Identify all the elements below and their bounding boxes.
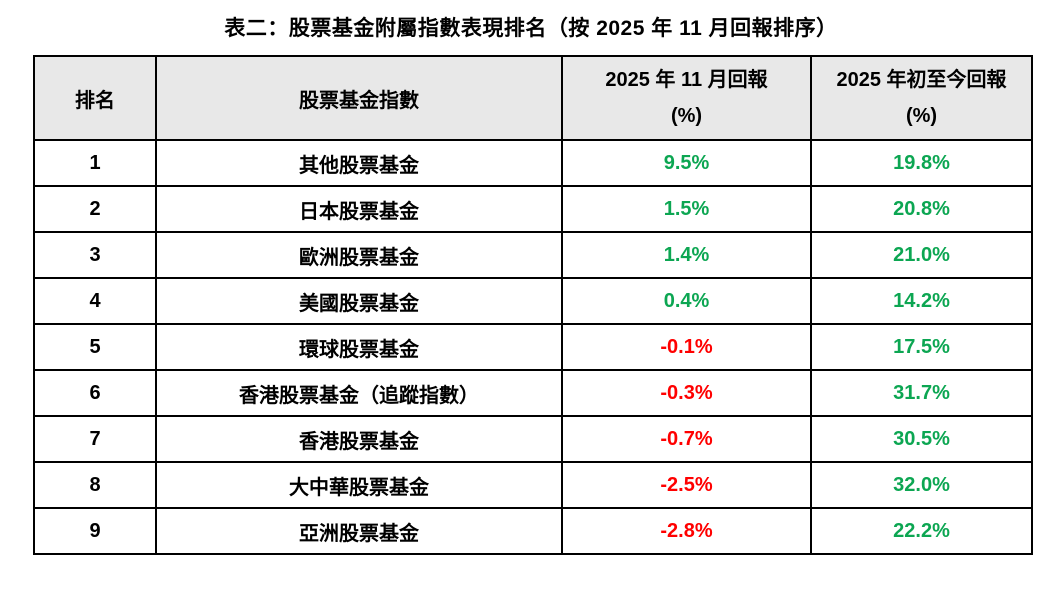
nov-return-cell: -0.1% — [561, 323, 812, 371]
ytd-return-cell: 21.0% — [810, 231, 1033, 279]
table-row: 1 其他股票基金 9.5% 19.8% — [33, 139, 1033, 187]
fund-name-cell: 美國股票基金 — [155, 277, 563, 325]
col-header-nov-return: 2025 年 11 月回報 (%) — [561, 55, 812, 141]
nov-return-cell: 9.5% — [561, 139, 812, 187]
rank-cell: 9 — [33, 507, 157, 555]
fund-index-table: 排名 股票基金指數 2025 年 11 月回報 (%) 2025 年初至今回報 … — [33, 55, 1033, 555]
table-row: 9 亞洲股票基金 -2.8% 22.2% — [33, 507, 1033, 555]
table-row: 6 香港股票基金（追蹤指數） -0.3% 31.7% — [33, 369, 1033, 417]
rank-cell: 6 — [33, 369, 157, 417]
ytd-return-cell: 20.8% — [810, 185, 1033, 233]
table-row: 7 香港股票基金 -0.7% 30.5% — [33, 415, 1033, 463]
ytd-return-cell: 32.0% — [810, 461, 1033, 509]
rank-cell: 1 — [33, 139, 157, 187]
ytd-return-cell: 17.5% — [810, 323, 1033, 371]
table-row: 8 大中華股票基金 -2.5% 32.0% — [33, 461, 1033, 509]
rank-cell: 5 — [33, 323, 157, 371]
ytd-return-cell: 19.8% — [810, 139, 1033, 187]
col-header-ytd-return-line2: (%) — [905, 105, 938, 127]
nov-return-cell: -0.7% — [561, 415, 812, 463]
col-header-ytd-return: 2025 年初至今回報 (%) — [810, 55, 1033, 141]
nov-return-cell: -0.3% — [561, 369, 812, 417]
rank-cell: 3 — [33, 231, 157, 279]
ytd-return-cell: 22.2% — [810, 507, 1033, 555]
fund-name-cell: 香港股票基金（追蹤指數） — [155, 369, 563, 417]
ytd-return-cell: 30.5% — [810, 415, 1033, 463]
table-row: 5 環球股票基金 -0.1% 17.5% — [33, 323, 1033, 371]
rank-cell: 7 — [33, 415, 157, 463]
table-row: 4 美國股票基金 0.4% 14.2% — [33, 277, 1033, 325]
col-header-rank: 排名 — [33, 55, 157, 141]
nov-return-cell: 1.4% — [561, 231, 812, 279]
nov-return-cell: 1.5% — [561, 185, 812, 233]
ytd-return-cell: 31.7% — [810, 369, 1033, 417]
fund-name-cell: 其他股票基金 — [155, 139, 563, 187]
col-header-nov-return-line1: 2025 年 11 月回報 — [605, 69, 768, 91]
rank-cell: 8 — [33, 461, 157, 509]
col-header-ytd-return-line1: 2025 年初至今回報 — [836, 69, 1007, 91]
col-header-nov-return-line2: (%) — [670, 105, 703, 127]
nov-return-cell: -2.8% — [561, 507, 812, 555]
ytd-return-cell: 14.2% — [810, 277, 1033, 325]
fund-name-cell: 大中華股票基金 — [155, 461, 563, 509]
rank-cell: 4 — [33, 277, 157, 325]
fund-name-cell: 亞洲股票基金 — [155, 507, 563, 555]
page-title: 表二：股票基金附屬指數表現排名（按 2025 年 11 月回報排序） — [224, 17, 838, 40]
fund-name-cell: 歐洲股票基金 — [155, 231, 563, 279]
rank-cell: 2 — [33, 185, 157, 233]
col-header-index: 股票基金指數 — [155, 55, 563, 141]
header-row: 排名 股票基金指數 2025 年 11 月回報 (%) 2025 年初至今回報 … — [33, 55, 1033, 141]
fund-name-cell: 香港股票基金 — [155, 415, 563, 463]
table-row: 3 歐洲股票基金 1.4% 21.0% — [33, 231, 1033, 279]
nov-return-cell: 0.4% — [561, 277, 812, 325]
nov-return-cell: -2.5% — [561, 461, 812, 509]
fund-name-cell: 日本股票基金 — [155, 185, 563, 233]
table-row: 2 日本股票基金 1.5% 20.8% — [33, 185, 1033, 233]
fund-name-cell: 環球股票基金 — [155, 323, 563, 371]
